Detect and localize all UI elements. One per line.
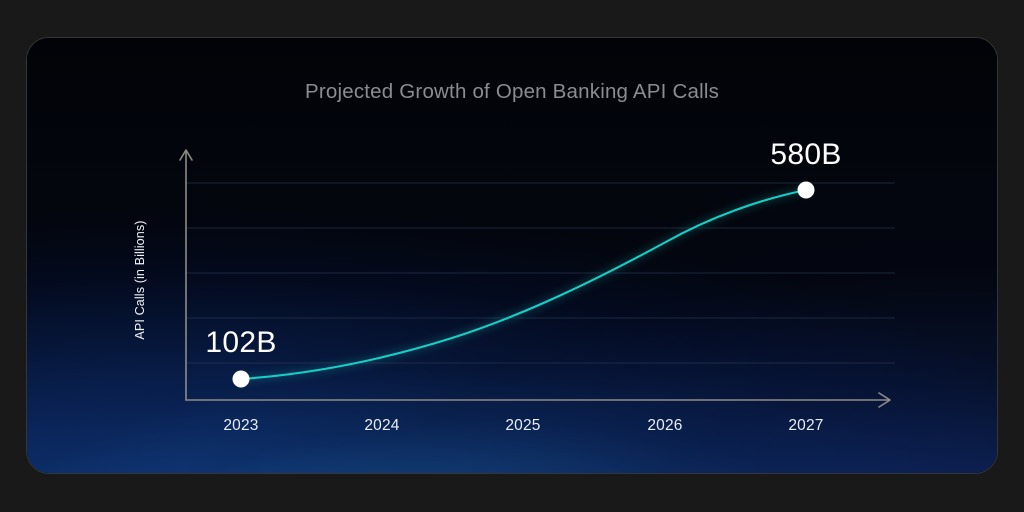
y-axis-title: API Calls (in Billions) [133, 220, 147, 339]
x-tick-2027: 2027 [788, 417, 823, 434]
gridlines [186, 182, 895, 364]
x-tick-2026: 2026 [647, 417, 682, 434]
axes [179, 149, 891, 408]
data-label-2023: 102B [205, 326, 276, 359]
x-tick-2024: 2024 [364, 417, 399, 434]
x-axis-arrowhead [878, 392, 891, 408]
data-label-2027: 580B [770, 138, 841, 171]
data-point-markers [232, 181, 815, 388]
series-line-glow [237, 186, 810, 383]
chart-title: Projected Growth of Open Banking API Cal… [304, 80, 720, 103]
data-point-2023[interactable] [232, 370, 250, 388]
x-tick-2025: 2025 [505, 417, 540, 434]
x-tick-2023: 2023 [223, 417, 258, 434]
data-point-2027[interactable] [797, 181, 815, 199]
series-api-calls [237, 186, 810, 383]
series-line [239, 188, 808, 381]
y-axis-arrowhead [179, 149, 193, 161]
x-axis-tick-labels: 2023 2024 2025 2026 2027 [223, 417, 823, 434]
